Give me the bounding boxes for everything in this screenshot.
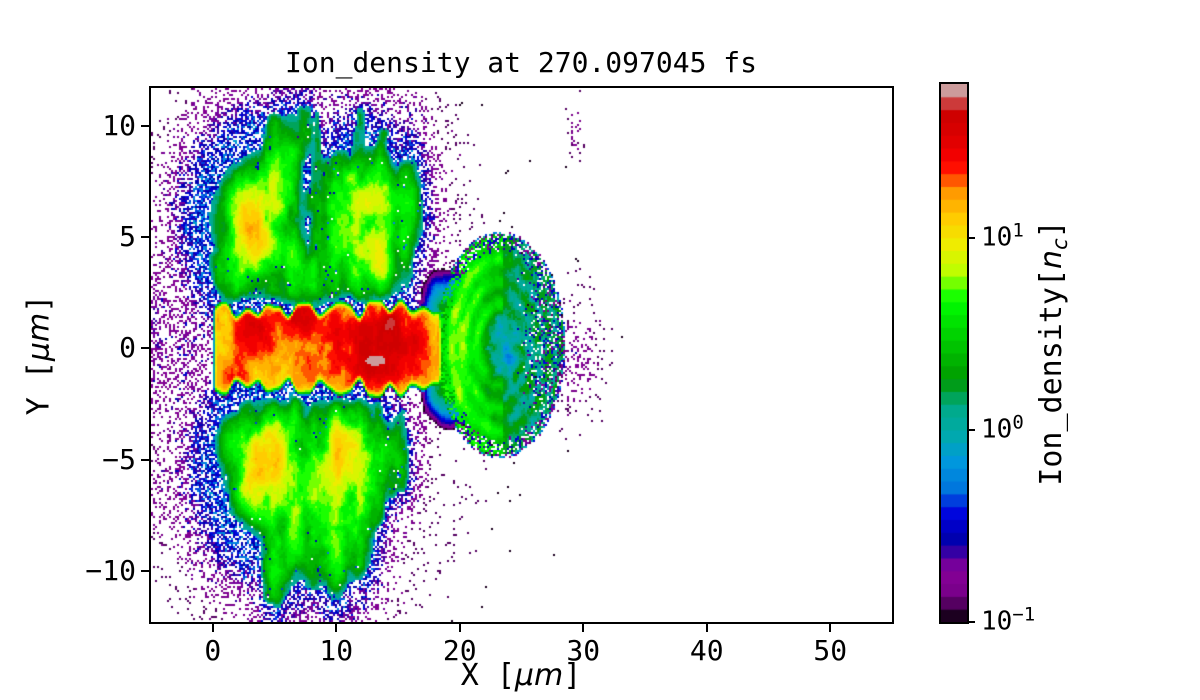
y-axis-unit: μm: [21, 312, 57, 362]
x-tick-label: 40: [689, 634, 724, 667]
x-tick-mark: [458, 624, 461, 632]
colorbar-tick-mark: [967, 428, 975, 431]
colorbar-label: Ion_density[nc]: [1034, 220, 1072, 485]
colorbar-tick-label: 100: [981, 413, 1024, 445]
y-tick-mark: [141, 124, 149, 127]
colorbar-tick-base: 10: [981, 606, 1013, 637]
x-tick-label: 20: [442, 634, 477, 667]
x-tick-mark: [829, 624, 832, 632]
x-tick-mark: [211, 624, 214, 632]
heatmap-canvas: [151, 88, 892, 622]
y-tick-label: 10: [102, 108, 136, 142]
colorbar-gradient: [941, 84, 967, 622]
x-tick-mark: [335, 624, 338, 632]
y-tick-label: 5: [119, 219, 136, 253]
x-tick-label: 0: [204, 634, 222, 667]
x-axis-label: X [μm]: [461, 658, 582, 693]
y-tick-mark: [141, 347, 149, 350]
x-axis-label-close: ]: [563, 658, 582, 693]
y-tick-mark: [141, 569, 149, 572]
colorbar-variable: n: [1034, 249, 1069, 269]
colorbar-label-text: Ion_density[: [1034, 268, 1069, 486]
colorbar-label-close: ]: [1034, 220, 1069, 239]
colorbar-tick-exponent: 1: [1012, 219, 1024, 242]
colorbar-tick-base: 10: [981, 222, 1013, 253]
y-tick-label: 0: [119, 331, 136, 365]
colorbar-tick-mark: [967, 236, 975, 239]
colorbar-subscript: c: [1048, 238, 1072, 250]
colorbar-tick-label: 101: [981, 221, 1024, 253]
x-tick-label: 10: [319, 634, 354, 667]
y-tick-mark: [141, 236, 149, 239]
colorbar-tick-exponent: 0: [1012, 411, 1024, 434]
x-tick-label: 50: [813, 634, 848, 667]
colorbar-tick-label: 10−1: [981, 605, 1035, 637]
y-axis-label: Y [μm]: [22, 295, 57, 416]
colorbar-tick-exponent: −1: [1012, 603, 1036, 626]
colorbar: [939, 82, 969, 624]
plot-title: Ion_density at 270.097045 fs: [284, 46, 758, 79]
y-axis-label-close: ]: [21, 294, 57, 313]
x-tick-mark: [705, 624, 708, 632]
x-axis-label-text: X [: [460, 658, 515, 693]
x-tick-label: 30: [566, 634, 601, 667]
x-tick-mark: [582, 624, 585, 632]
colorbar-tick-mark: [967, 621, 975, 623]
y-tick-mark: [141, 458, 149, 461]
colorbar-tick-base: 10: [981, 414, 1013, 445]
x-axis-unit: μm: [514, 658, 564, 693]
y-axis-label-text: Y [: [21, 361, 57, 416]
plot-area: [149, 86, 894, 624]
y-tick-label: −10: [85, 553, 136, 587]
y-tick-label: −5: [102, 442, 136, 476]
